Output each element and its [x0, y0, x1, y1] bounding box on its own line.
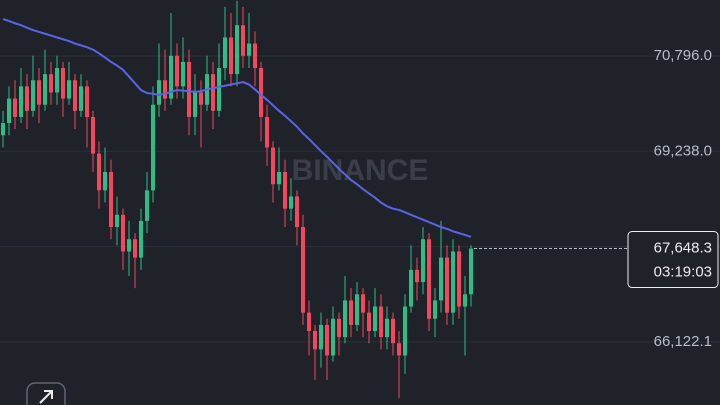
candle-body: [97, 153, 101, 191]
candle-body: [169, 55, 173, 99]
candle-body: [127, 239, 131, 252]
candle-body: [385, 318, 389, 338]
candle-body: [67, 80, 71, 99]
candle-body: [31, 80, 35, 111]
candle-body: [181, 61, 185, 87]
candle-body: [469, 248, 473, 295]
candle-body: [1, 123, 5, 136]
candle-body: [115, 214, 119, 228]
candle-body: [163, 80, 167, 99]
price-label: 67,648.3: [654, 240, 712, 257]
candle-body: [43, 74, 47, 105]
candle-body: [283, 171, 287, 209]
candle-body: [361, 294, 365, 313]
candle-body: [37, 80, 41, 105]
candle-body: [223, 37, 227, 69]
candle-body: [229, 37, 233, 75]
candle-body: [133, 239, 137, 258]
y-tick-label: 69,238.0: [654, 142, 712, 159]
candle-body: [259, 68, 263, 117]
watermark: BINANCE: [292, 154, 429, 187]
candle-body: [391, 318, 395, 344]
button-frame[interactable]: [26, 382, 66, 405]
candle-body: [403, 306, 407, 356]
candle-body: [301, 227, 305, 313]
candle-body: [457, 251, 461, 307]
candle-body: [151, 104, 155, 191]
candle-body: [19, 86, 23, 117]
candle-body: [103, 171, 107, 191]
candle-body: [217, 68, 221, 111]
candle-body: [427, 239, 431, 319]
moving-average-line: [2, 18, 472, 238]
candle-body: [55, 68, 59, 93]
candle-body: [211, 74, 215, 111]
countdown: 03:19:03: [654, 264, 712, 281]
candle-body: [421, 239, 425, 283]
candle-body: [247, 43, 251, 56]
candle-body: [379, 306, 383, 338]
candle-body: [337, 318, 341, 338]
candle-body: [265, 116, 269, 148]
candle-body: [289, 196, 293, 209]
candle-body: [199, 92, 203, 105]
candle-body: [409, 269, 413, 307]
candle-body: [343, 300, 347, 338]
candle-body: [355, 294, 359, 325]
candle-body: [325, 324, 329, 356]
candle-body: [415, 269, 419, 283]
price-box: [627, 231, 719, 289]
candle-body: [295, 196, 299, 228]
candle-body: [25, 86, 29, 111]
candle-body: [253, 43, 257, 69]
candle-body: [307, 312, 311, 331]
candle-body: [85, 86, 89, 117]
candle-body: [121, 214, 125, 252]
expand-icon: [39, 390, 53, 404]
candle-body: [319, 324, 323, 350]
y-tick-label: 66,122.1: [654, 333, 712, 350]
candle-body: [433, 300, 437, 319]
expand-button[interactable]: [26, 382, 66, 405]
candle-body: [13, 98, 17, 117]
candle-body: [277, 171, 281, 185]
candle-body: [271, 147, 275, 185]
candle-body: [241, 25, 245, 56]
y-tick-label: 70,796.0: [654, 47, 712, 64]
candle-body: [349, 300, 353, 325]
candle-body: [187, 61, 191, 117]
candle-body: [145, 190, 149, 221]
candle-body: [49, 74, 53, 93]
candle-body: [91, 116, 95, 154]
candle-body: [397, 343, 401, 356]
candle-body: [7, 98, 11, 124]
candle-body: [463, 294, 467, 307]
candle-body: [139, 220, 143, 258]
candle-body: [157, 80, 161, 105]
candle-body: [79, 86, 83, 111]
candle-body: [367, 312, 371, 331]
candle-body: [331, 318, 335, 356]
candle-body: [313, 330, 317, 350]
candle-body: [451, 251, 455, 313]
candle-body: [175, 55, 179, 87]
candle-body: [439, 257, 443, 301]
candle-body: [445, 257, 449, 313]
candle-body: [235, 25, 239, 75]
candle-body: [109, 171, 113, 228]
candle-body: [373, 306, 377, 331]
candle-body: [73, 80, 77, 111]
candle-body: [61, 68, 65, 99]
candle-body: [193, 92, 197, 117]
